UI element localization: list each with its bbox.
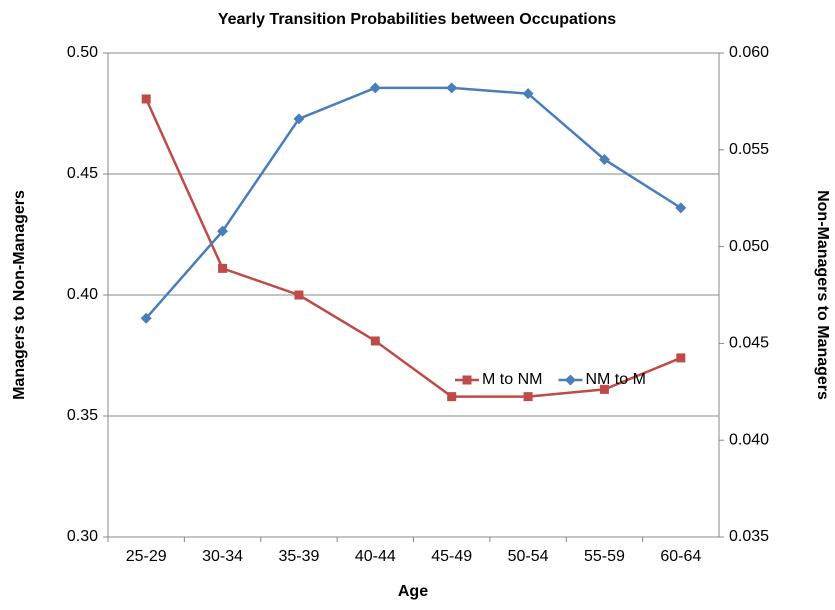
y2-axis-title: Non-Managers to Managers bbox=[814, 190, 831, 400]
y-tick-label: 0.35 bbox=[67, 407, 98, 424]
marker bbox=[370, 336, 380, 346]
x-tick-label: 60-64 bbox=[660, 548, 701, 565]
marker bbox=[522, 88, 534, 100]
y-tick-label: 0.45 bbox=[67, 165, 98, 182]
legend-marker bbox=[564, 374, 576, 386]
y2-tick-label: 0.055 bbox=[729, 141, 769, 158]
x-tick-label: 25-29 bbox=[126, 548, 167, 565]
marker bbox=[676, 353, 686, 363]
marker bbox=[369, 82, 381, 94]
x-tick-label: 55-59 bbox=[584, 548, 625, 565]
series-line bbox=[145, 98, 682, 398]
series-line bbox=[145, 86, 682, 320]
x-axis-title: Age bbox=[398, 583, 428, 600]
marker bbox=[140, 312, 152, 324]
marker bbox=[675, 202, 687, 214]
x-tick-label: 40-44 bbox=[355, 548, 396, 565]
marker bbox=[293, 113, 305, 125]
y2-tick-label: 0.050 bbox=[729, 238, 769, 255]
chart-title: Yearly Transition Probabilities between … bbox=[218, 11, 616, 28]
marker bbox=[141, 94, 151, 104]
y2-tick-label: 0.040 bbox=[729, 431, 769, 448]
marker bbox=[447, 392, 457, 402]
y2-tick-label: 0.035 bbox=[729, 528, 769, 545]
marker bbox=[598, 153, 610, 165]
legend-marker bbox=[462, 375, 472, 385]
y2-tick-label: 0.060 bbox=[729, 44, 769, 61]
y-tick-label: 0.30 bbox=[67, 528, 98, 545]
marker bbox=[446, 82, 458, 94]
y-tick-label: 0.50 bbox=[67, 44, 98, 61]
legend-label: M to NM bbox=[482, 371, 542, 388]
y-axis-title: Managers to Non-Managers bbox=[11, 190, 28, 400]
y-tick-label: 0.40 bbox=[67, 286, 98, 303]
x-tick-label: 30-34 bbox=[202, 548, 243, 565]
marker bbox=[294, 290, 304, 300]
legend-label: NM to M bbox=[585, 371, 645, 388]
y2-tick-label: 0.045 bbox=[729, 335, 769, 352]
marker bbox=[218, 263, 228, 273]
marker bbox=[523, 392, 533, 402]
x-tick-label: 45-49 bbox=[431, 548, 472, 565]
marker bbox=[599, 384, 609, 394]
marker bbox=[217, 225, 229, 237]
x-tick-label: 50-54 bbox=[508, 548, 549, 565]
x-tick-label: 35-39 bbox=[278, 548, 319, 565]
